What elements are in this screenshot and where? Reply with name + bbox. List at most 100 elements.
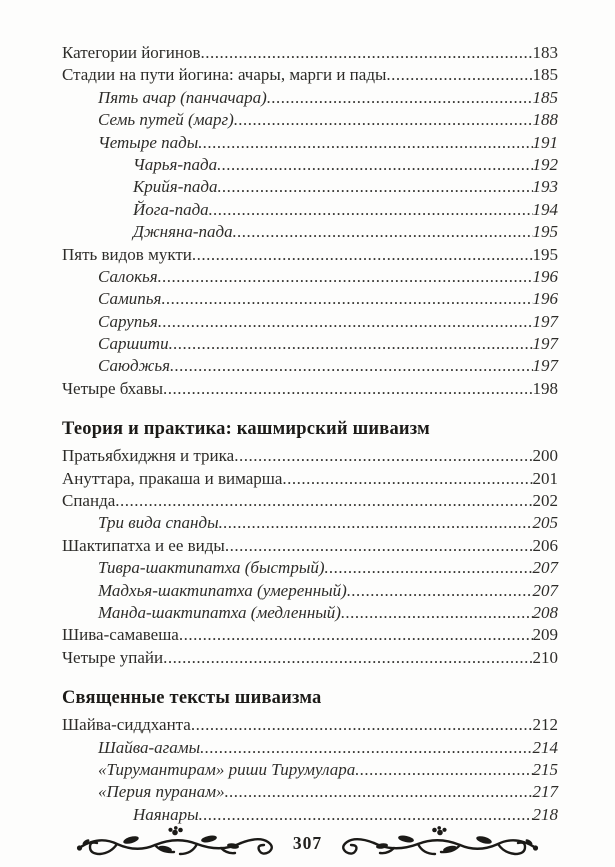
toc-section-heading: Священные тексты шиваизма — [62, 688, 322, 709]
toc-entry-page: 195 — [532, 222, 559, 242]
toc-entry-title: Саюджья — [98, 356, 170, 376]
toc-entry-page: 209 — [532, 625, 559, 645]
toc-entry-title: Стадии на пути йогина: ачары, марги и па… — [62, 65, 387, 85]
toc-entry-title: Салокья — [98, 266, 158, 286]
toc-entry-title: Шайва-агамы — [98, 737, 201, 757]
dot-leader — [163, 378, 532, 400]
toc-entry-page: 198 — [532, 378, 559, 398]
toc-entry-page: 192 — [532, 154, 559, 174]
dot-leader — [191, 714, 533, 736]
toc-entry: Спанда 202 — [62, 490, 558, 512]
toc-entry: Саршити 197 — [62, 333, 558, 355]
toc-entry: «Тирумантирам» риши Тирумулара 215 — [62, 759, 558, 781]
toc-entry-title: Шива-самавеша — [62, 625, 179, 645]
dot-leader — [169, 333, 533, 355]
dot-leader — [325, 557, 533, 579]
toc-entry: «Перия пуранам» 217 — [62, 781, 558, 803]
toc-entry-page: 183 — [532, 43, 559, 62]
toc-entry-title: «Тирумантирам» риши Тирумулара — [98, 759, 356, 779]
toc-entry-page: 207 — [532, 580, 559, 600]
dot-leader — [163, 647, 532, 669]
toc-entry: Шайва-агамы 214 — [62, 737, 558, 759]
toc-entry-title: Спанда — [62, 491, 116, 511]
toc-entry-page: 185 — [532, 65, 559, 85]
dot-leader — [158, 266, 533, 288]
dot-leader — [115, 490, 532, 512]
dot-leader — [158, 311, 533, 333]
toc-entry: Четыре упайи 210 — [62, 647, 558, 669]
toc-entry-page: 202 — [532, 491, 559, 511]
toc-entry: Стадии на пути йогина: ачары, марги и па… — [62, 64, 558, 86]
toc-entry-page: 185 — [532, 87, 559, 107]
toc-entry-page: 200 — [532, 446, 559, 466]
dot-leader — [199, 804, 533, 826]
footer-flourish-right-icon — [334, 826, 540, 860]
dot-leader — [200, 42, 532, 64]
toc-entry: Мадхья-шактипатха (умеренный) 207 — [62, 580, 558, 602]
dot-leader — [225, 535, 533, 557]
toc-entry-page: 196 — [532, 266, 559, 286]
dot-leader — [219, 512, 533, 534]
toc-entry: Сарупья 197 — [62, 311, 558, 333]
toc-entry-title: Сарупья — [98, 311, 158, 331]
toc-entry-page: 201 — [532, 468, 559, 488]
toc-entry-page: 197 — [532, 356, 559, 376]
toc-entry: Семь путей (марг) 188 — [62, 109, 558, 131]
toc-entry-page: 207 — [532, 558, 559, 578]
dot-leader — [341, 602, 533, 624]
toc-entry: Самипья 196 — [62, 288, 558, 310]
toc-entry: Три вида спанды 205 — [62, 512, 558, 534]
toc-entry: Пратьябхиджня и трика 200 — [62, 445, 558, 467]
toc-entry-page: 210 — [532, 647, 559, 667]
toc-entry: Четыре пады 191 — [62, 132, 558, 154]
toc-entry: Йога-пада 194 — [62, 199, 558, 221]
footer-flourish-left-icon — [75, 826, 281, 860]
toc-entry-title: Семь путей (марг) — [98, 110, 234, 130]
toc-entry-page: 188 — [532, 110, 559, 130]
toc-entry-title: Саршити — [98, 334, 169, 354]
toc-entry: Салокья 196 — [62, 266, 558, 288]
dot-leader — [200, 737, 532, 759]
dot-leader — [198, 132, 532, 154]
toc-entry-page: 205 — [532, 513, 559, 533]
dot-leader — [355, 759, 532, 781]
toc-entry: Наянары 218 — [62, 804, 558, 826]
dot-leader — [234, 445, 532, 467]
page-footer: 307 — [0, 826, 615, 867]
dot-leader — [233, 221, 533, 243]
dot-leader — [234, 109, 533, 131]
dot-leader — [267, 87, 533, 109]
toc-section: Категории йогинов 183 Стадии на пути йог… — [62, 42, 558, 400]
toc-entry-title: Пять ачар (панчачара) — [98, 87, 267, 107]
toc-entry: Чарья-пада 192 — [62, 154, 558, 176]
toc-entry: Шактипатха и ее виды 206 — [62, 535, 558, 557]
toc-entry-title: Чарья-пада — [133, 154, 218, 174]
toc-section: Теория и практика: кашмирский шиваизм Пр… — [62, 417, 558, 669]
toc-entry-title: Ануттара, пракаша и вимарша — [62, 468, 283, 488]
toc-entry-page: 195 — [532, 244, 559, 264]
toc-entry-title: Три вида спанды — [98, 513, 219, 533]
table-of-contents: Категории йогинов 183 Стадии на пути йог… — [0, 0, 615, 826]
toc-entry: Шива-самавеша 209 — [62, 624, 558, 646]
toc-entry: Четыре бхавы 198 — [62, 378, 558, 400]
dot-leader — [179, 624, 533, 646]
dot-leader — [225, 781, 533, 803]
toc-entry-title: Крийя-пада — [133, 177, 218, 197]
toc-entry-page: 212 — [532, 715, 559, 735]
dot-leader — [217, 154, 532, 176]
toc-entry-title: Пять видов мукти — [62, 244, 192, 264]
toc-entry: Шайва-сиддханта 212 — [62, 714, 558, 736]
toc-entry: Джняна-пада 195 — [62, 221, 558, 243]
toc-section-heading: Теория и практика: кашмирский шиваизм — [62, 419, 430, 440]
toc-entry-title: Мадхья-шактипатха (умеренный) — [98, 580, 347, 600]
toc-entry-title: Четыре бхавы — [62, 378, 164, 398]
toc-entry: Тивра-шактипатха (быстрый) 207 — [62, 557, 558, 579]
toc-entry-title: Категории йогинов — [62, 43, 201, 62]
toc-entry-page: 215 — [532, 759, 559, 779]
toc-entry-title: Йога-пада — [133, 199, 209, 219]
toc-entry-page: 191 — [532, 132, 559, 152]
dot-leader — [170, 355, 533, 377]
toc-entry: Пять видов мукти 195 — [62, 244, 558, 266]
toc-entry-page: 217 — [532, 782, 559, 802]
